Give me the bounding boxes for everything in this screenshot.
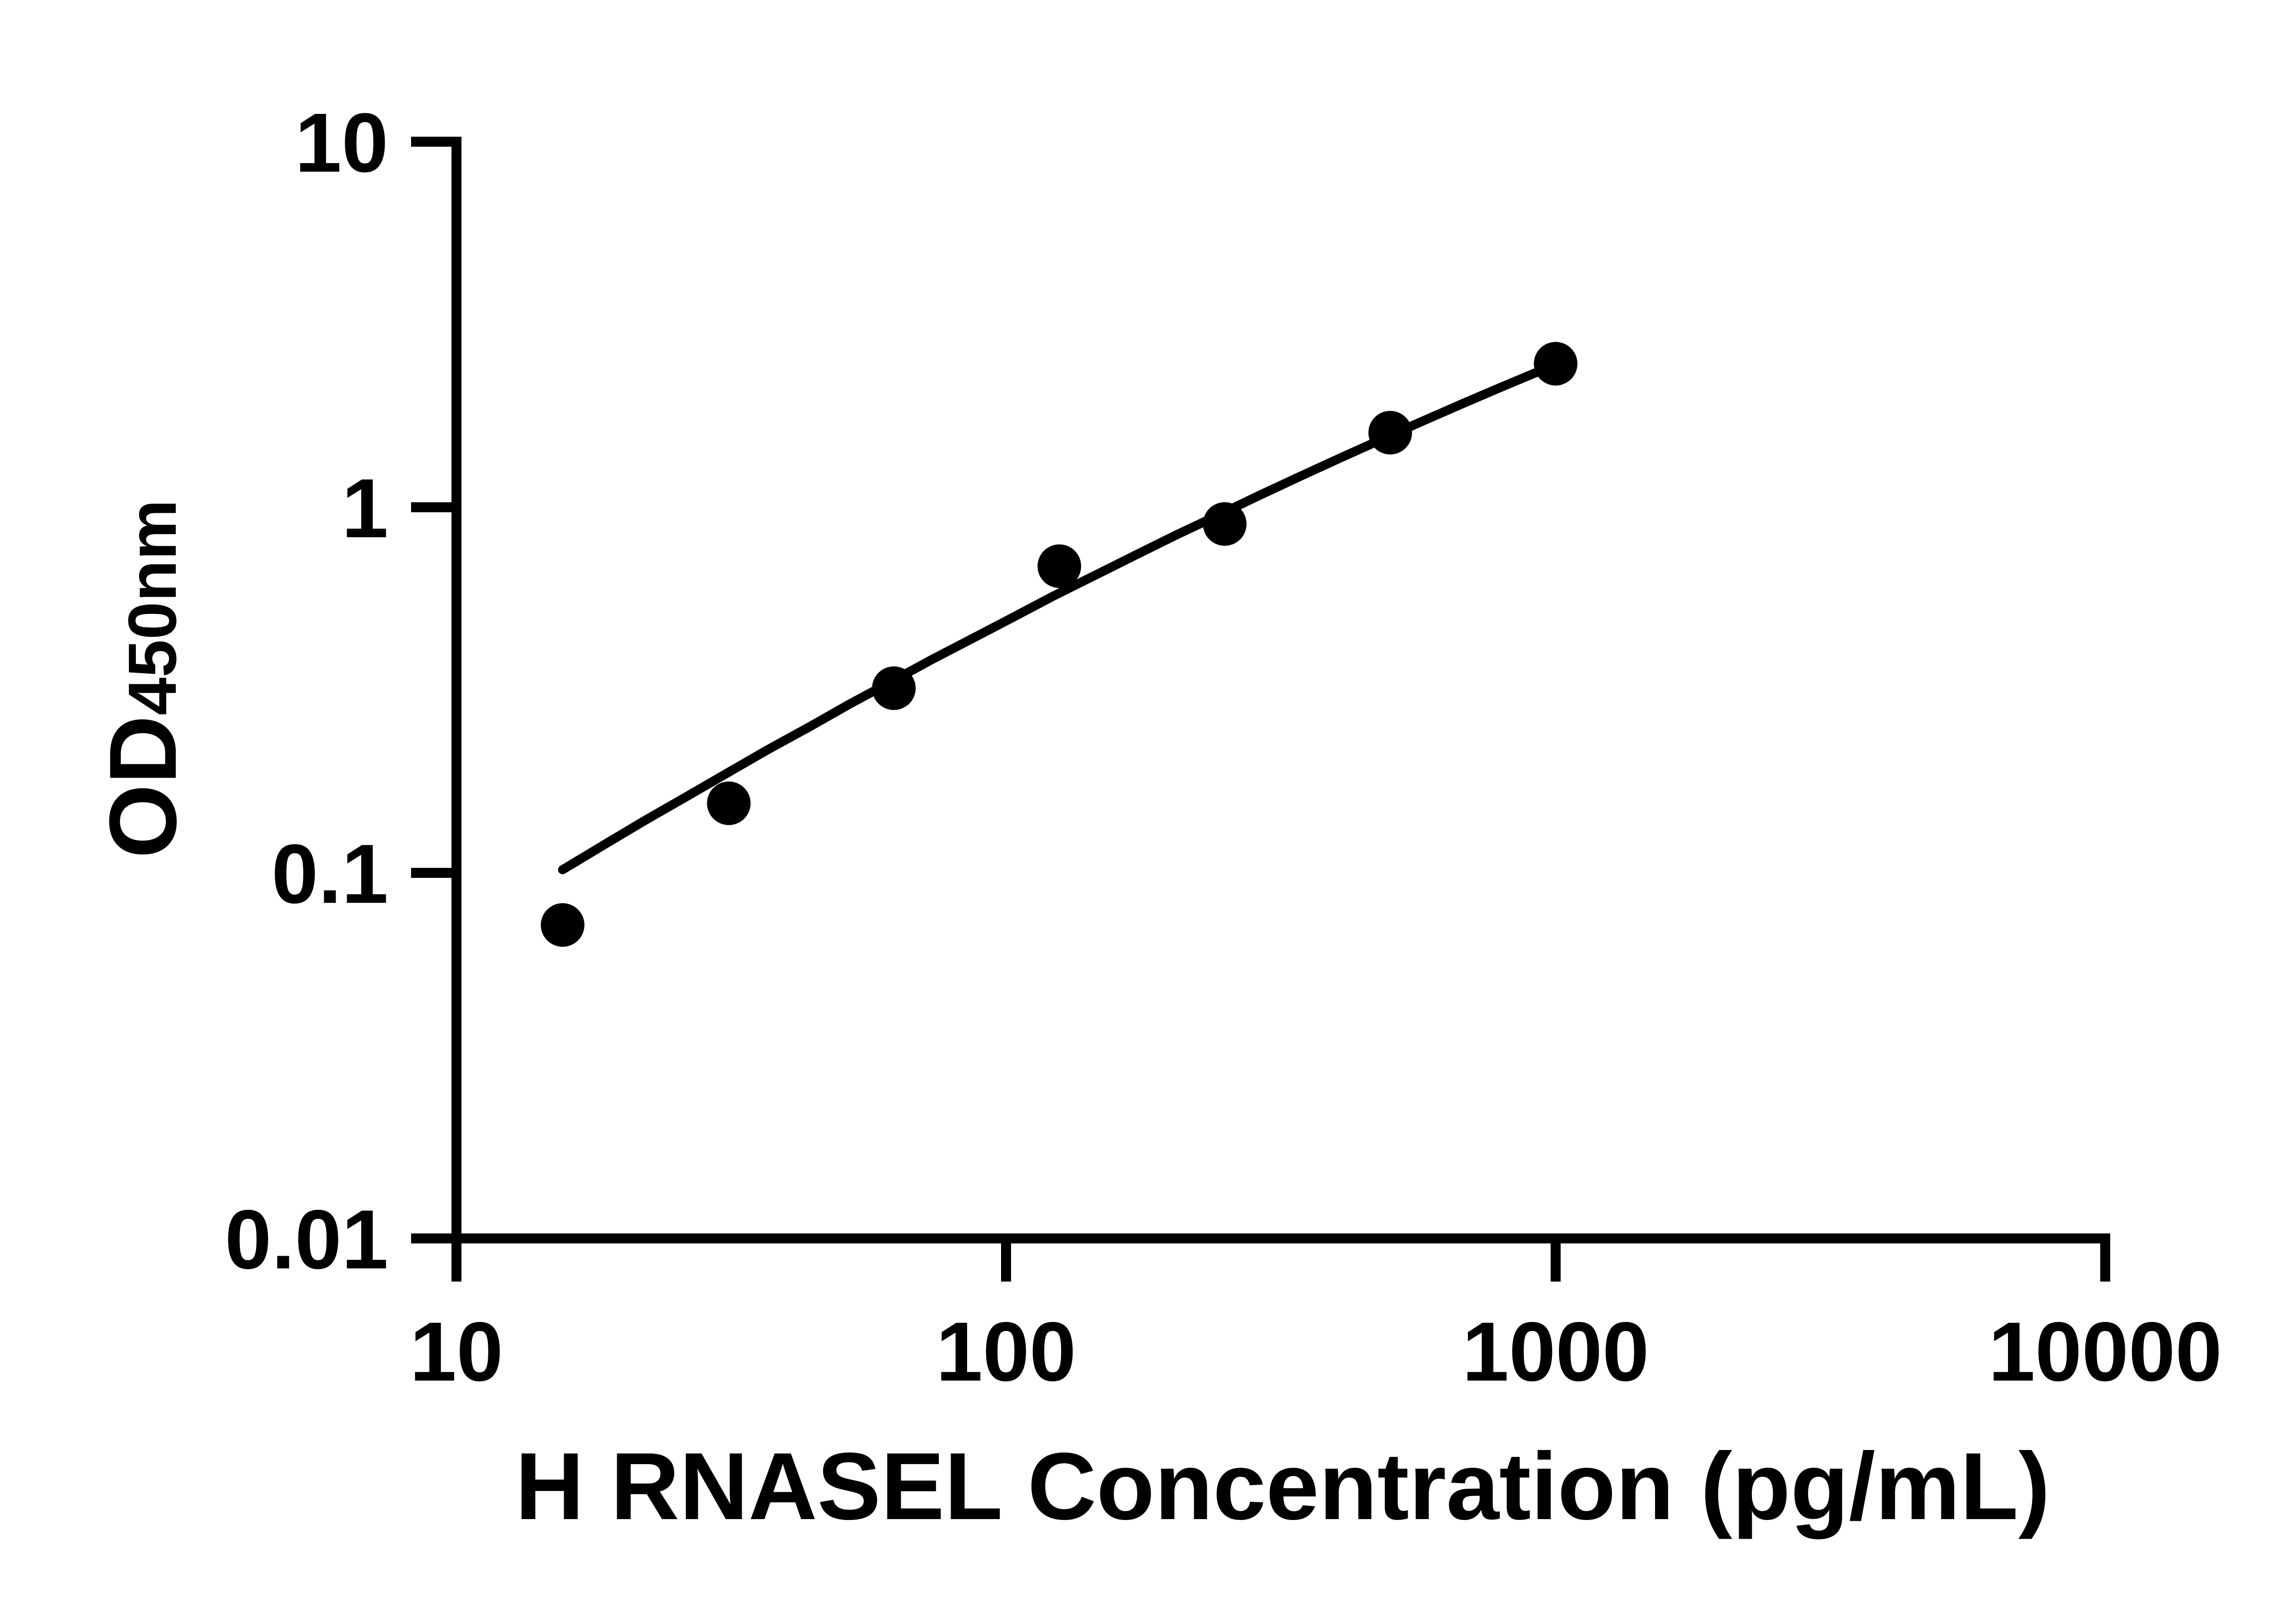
data-points [540, 342, 1577, 947]
x-tick-label: 10 [410, 1305, 503, 1399]
data-point [1534, 342, 1577, 386]
y-tick-label: 1 [342, 462, 388, 555]
data-point [1368, 411, 1412, 455]
x-axis-ticks [451, 1238, 2110, 1282]
y-tick-label: 0.1 [272, 827, 388, 921]
axes: 10 100 1000 10000 10 1 0.1 0.01 [225, 96, 2222, 1399]
x-tick-label: 100 [936, 1305, 1076, 1399]
data-point [540, 903, 585, 947]
y-axis-ticks [411, 137, 456, 1243]
y-axis-title-main: OD [89, 715, 196, 858]
x-tick-label: 10000 [1988, 1305, 2222, 1399]
x-axis-title: H RNASEL Concentration (pg/mL) [515, 1433, 2050, 1540]
y-axis-tick-labels: 10 1 0.1 0.01 [225, 96, 388, 1287]
data-point [1203, 502, 1247, 546]
y-axis-title: OD450nm [89, 500, 196, 858]
x-axis-tick-labels: 10 100 1000 10000 [410, 1305, 2222, 1399]
y-tick-label: 0.01 [225, 1193, 388, 1287]
data-point [1037, 544, 1081, 588]
data-point [872, 666, 916, 710]
y-tick-label: 10 [295, 96, 388, 190]
data-point [707, 781, 751, 825]
x-tick-label: 1000 [1462, 1305, 1649, 1399]
y-axis-title-subscript: 450nm [114, 500, 190, 715]
